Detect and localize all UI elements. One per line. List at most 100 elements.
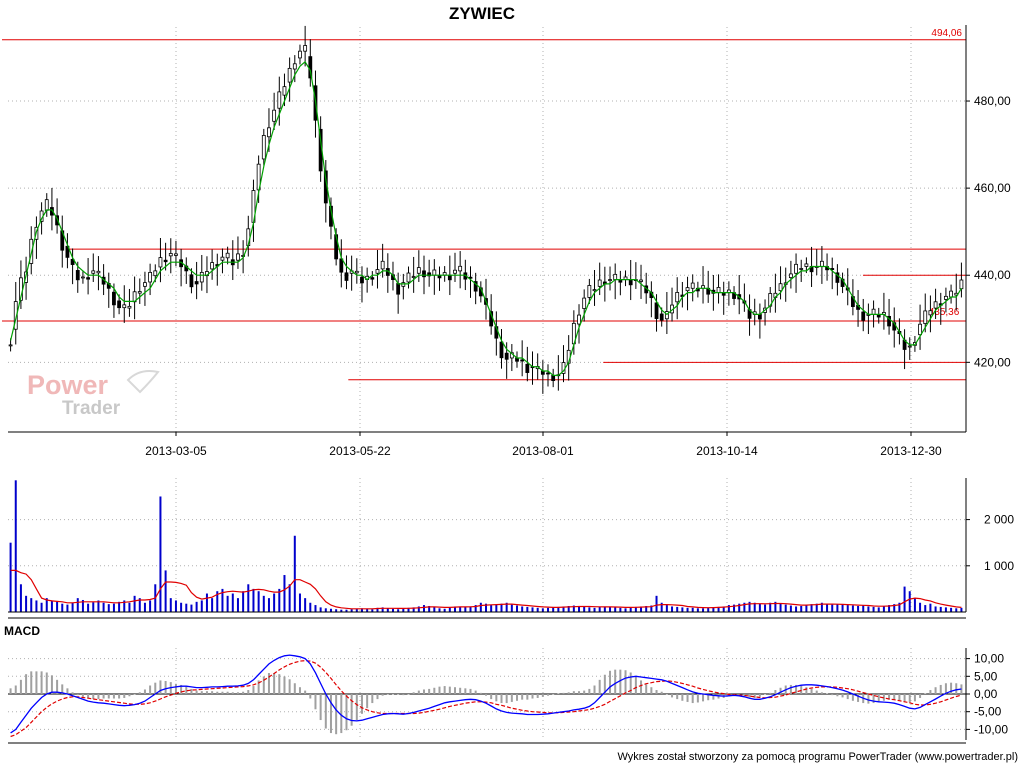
macd-histogram-bar — [402, 694, 405, 696]
macd-histogram-bar — [531, 694, 534, 699]
macd-histogram-bar — [929, 690, 932, 694]
volume-bar — [417, 606, 420, 612]
macd-histogram-bar — [309, 694, 312, 699]
volume-bar — [671, 606, 674, 612]
volume-bar — [691, 607, 694, 612]
candle-body — [8, 344, 13, 347]
volume-bar — [505, 602, 508, 612]
volume-bar — [180, 602, 183, 612]
volume-bar — [645, 605, 648, 612]
candle-body — [525, 363, 530, 373]
volume-bar — [660, 602, 663, 612]
x-tick-label: 2013-05-22 — [329, 444, 391, 458]
volume-bar — [929, 603, 932, 612]
volume-bar — [319, 607, 322, 612]
volume-bar — [102, 602, 105, 612]
candle-body — [225, 252, 230, 259]
volume-bar — [371, 609, 374, 612]
macd-histogram-bar — [185, 686, 188, 694]
candle-body — [871, 308, 876, 315]
macd-histogram-bar — [547, 694, 550, 696]
macd-histogram-bar — [14, 685, 17, 694]
macd-histogram-bar — [71, 692, 74, 694]
inline-price-label: 435,36 — [929, 307, 960, 318]
candle-body — [933, 301, 938, 309]
candle-body — [163, 259, 168, 263]
volume-bar — [908, 591, 911, 612]
volume-bar — [211, 598, 214, 612]
volume-bar — [412, 607, 415, 612]
price-y-tick-label: 420,00 — [974, 355, 1011, 369]
macd-histogram-bar — [810, 688, 813, 694]
volume-bar — [376, 607, 379, 612]
volume-bar — [490, 605, 493, 612]
volume-bar — [764, 604, 767, 612]
volume-bar — [35, 600, 38, 612]
macd-histogram-bar — [898, 694, 901, 701]
volume-bar — [872, 606, 875, 612]
candle-body — [551, 374, 556, 382]
volume-bar — [784, 604, 787, 612]
macd-histogram-bar — [335, 694, 338, 735]
volume-bar — [629, 607, 632, 612]
volume-bar — [407, 607, 410, 612]
volume-bar — [800, 605, 803, 612]
macd-histogram-bar — [278, 674, 281, 694]
volume-bar — [789, 605, 792, 612]
macd-histogram-bar — [381, 694, 384, 696]
macd-histogram-bar — [867, 694, 870, 704]
candle-body — [148, 271, 153, 283]
volume-bar — [676, 606, 679, 612]
volume-bar — [267, 598, 270, 612]
macd-histogram-bar — [686, 694, 689, 702]
candle-body — [287, 67, 292, 83]
candle-body — [422, 270, 426, 278]
volume-bar — [216, 591, 219, 612]
volume-bar — [314, 605, 317, 612]
volume-bar — [76, 598, 79, 612]
macd-histogram-bar — [143, 689, 146, 694]
macd-histogram-bar — [366, 694, 369, 709]
macd-histogram-bar — [288, 679, 291, 694]
macd-histogram-bar — [283, 676, 286, 694]
macd-histogram-bar — [671, 694, 674, 698]
volume-bar — [578, 606, 581, 612]
volume-bar — [562, 606, 565, 612]
macd-histogram-bar — [826, 693, 829, 694]
candle-body — [75, 270, 80, 281]
volume-bar — [360, 608, 363, 612]
macd-histogram-bar — [681, 694, 684, 701]
candle-body — [117, 300, 122, 309]
candle-body — [887, 315, 891, 327]
volume-bar — [174, 600, 177, 612]
volume-bar — [50, 600, 53, 612]
grid-layer — [8, 27, 966, 740]
macd-histogram-bar — [376, 694, 379, 700]
macd-histogram-bar — [123, 694, 126, 698]
candle-body — [447, 274, 452, 281]
volume-bar — [547, 607, 550, 612]
volume-bar — [727, 605, 730, 612]
macd-histogram-bar — [417, 690, 420, 694]
volume-bar — [479, 602, 482, 612]
macd-histogram-bar — [40, 671, 43, 694]
macd-histogram-bar — [190, 688, 193, 694]
volume-bar — [681, 607, 684, 612]
volume-bar — [640, 606, 643, 612]
volume-bar — [350, 609, 353, 612]
volume-bar — [795, 606, 798, 612]
macd-histogram-bar — [87, 694, 90, 699]
macd-histogram-bar — [221, 691, 224, 694]
volume-bar — [236, 598, 239, 612]
macd-histogram-bar — [924, 693, 927, 694]
x-tick-label: 2013-10-14 — [696, 444, 758, 458]
candle-body — [757, 314, 762, 320]
volume-bar — [190, 604, 193, 612]
candle-body — [923, 310, 928, 324]
macd-histogram-bar — [614, 669, 617, 694]
volume-bar — [257, 591, 260, 612]
volume-average-line — [10, 569, 962, 610]
candle-body — [189, 274, 194, 288]
macd-histogram-bar — [438, 686, 441, 694]
candle-body — [835, 272, 840, 283]
